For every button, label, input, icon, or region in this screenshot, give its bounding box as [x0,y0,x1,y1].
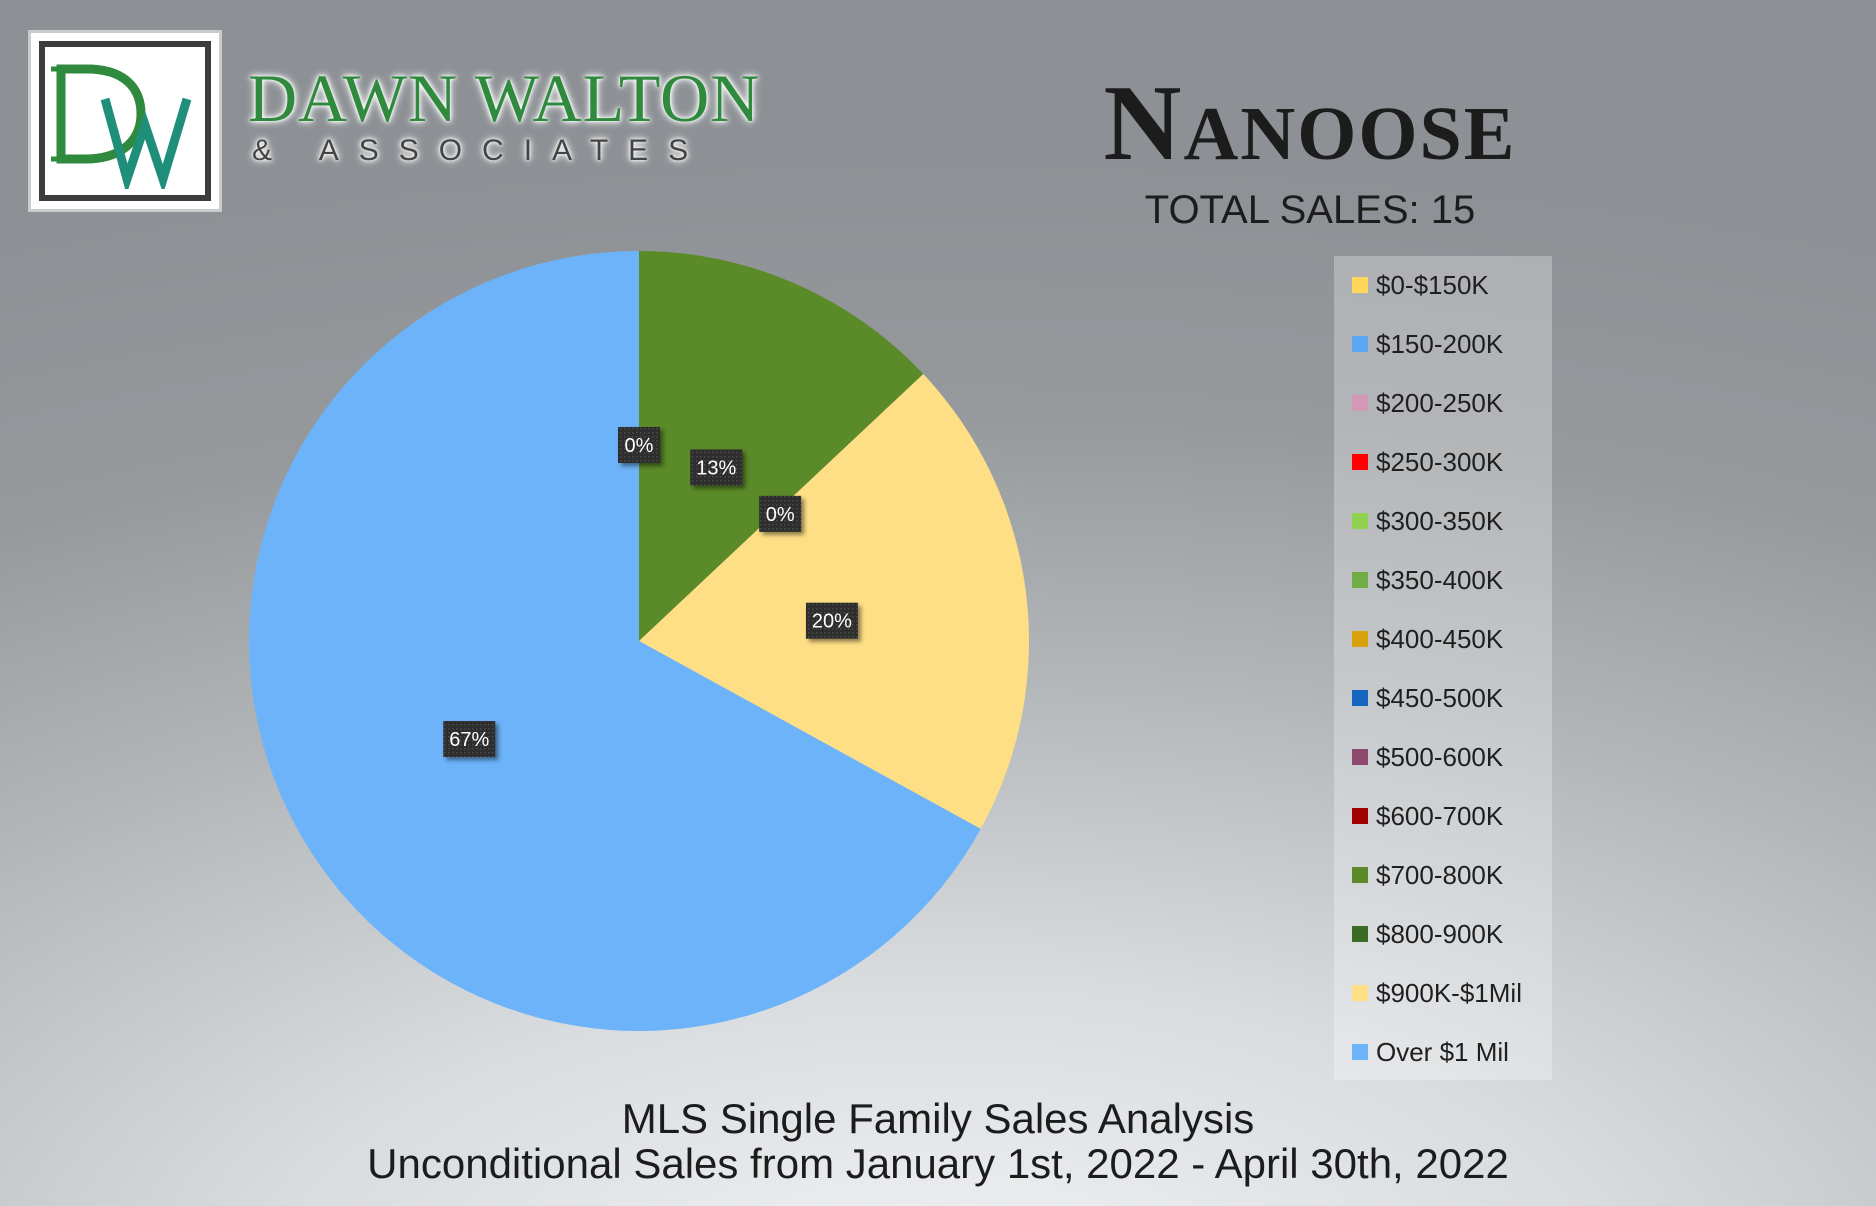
brand-subtitle: & ASSOCIATES [252,134,709,167]
legend-label: $900K-$1Mil [1376,977,1522,1008]
footer-line-1: MLS Single Family Sales Analysis [621,1095,1255,1142]
legend-label: $200-250K [1376,387,1504,418]
legend-item-600-700k: $600-700K [1352,801,1503,831]
legend-label: $400-450K [1376,623,1504,654]
logo-frame [39,41,211,201]
legend-item-400-450k: $400-450K [1352,624,1503,654]
legend-item-250-300k: $250-300K [1352,447,1503,477]
legend-label: $250-300K [1376,446,1504,477]
pie-slice-over-1-mil [248,251,981,1031]
legend-swatch [1352,395,1368,411]
dw-monogram-icon [51,64,192,195]
legend-item-500-600k: $500-600K [1352,742,1503,772]
legend-label: $300-350K [1376,505,1504,536]
data-label-text: 13% [696,457,736,479]
footer-line-2: Unconditional Sales from January 1st, 20… [367,1140,1509,1187]
legend-swatch [1352,808,1368,824]
legend-swatch [1352,985,1368,1001]
data-label: 0% [759,495,802,532]
legend-swatch [1352,336,1368,352]
legend-item-900k-1mil: $900K-$1Mil [1352,978,1522,1008]
legend-label: $0-$150K [1376,269,1489,300]
legend-label: $350-400K [1376,564,1504,595]
legend-item-700-800k: $700-800K [1352,860,1503,890]
brand-name: DAWN WALTON [248,60,761,136]
legend-swatch [1352,454,1368,470]
legend-item-800-900k: $800-900K [1352,919,1503,949]
legend-swatch [1352,513,1368,529]
data-label: 67% [443,721,496,757]
legend-label: $600-700K [1376,800,1504,831]
data-label-text: 0% [625,435,654,457]
legend-label: $150-200K [1376,328,1504,359]
data-label: 20% [805,602,858,639]
legend-label: $700-800K [1376,859,1504,890]
legend-swatch [1352,690,1368,706]
legend-swatch [1352,867,1368,883]
legend-item-450-500k: $450-500K [1352,683,1503,713]
legend-swatch [1352,926,1368,942]
legend-item-0-150k: $0-$150K [1352,270,1489,300]
legend-swatch [1352,631,1368,647]
legend-label: $800-900K [1376,918,1504,949]
pie-slice-700-800k [639,251,924,641]
legend-item-350-400k: $350-400K [1352,565,1503,595]
data-label-text: 20% [812,611,852,633]
data-label-text: 67% [449,729,489,751]
legend-item-200-250k: $200-250K [1352,388,1503,418]
legend-label: Over $1 Mil [1376,1036,1509,1067]
logo [28,30,222,212]
total-sales: TOTAL SALES: 15 [1144,188,1476,232]
legend-swatch [1352,572,1368,588]
legend-item-150-200k: $150-200K [1352,329,1503,359]
legend: $0-$150K $150-200K $200-250K $250-300K $300-… [1334,256,1552,1080]
legend-label: $500-600K [1376,741,1504,772]
legend-item-over-1-mil: Over $1 Mil [1352,1037,1509,1067]
pie-slice-900k-1mil [639,374,1029,829]
data-label: 0% [618,427,660,463]
legend-item-300-350k: $300-350K [1352,506,1503,536]
legend-swatch [1352,277,1368,293]
chart-title: Nanoose [1103,64,1517,183]
data-label-text: 0% [766,504,795,526]
legend-swatch [1352,749,1368,765]
legend-label: $450-500K [1376,682,1504,713]
legend-swatch [1352,1044,1368,1060]
data-label: 13% [690,449,743,486]
